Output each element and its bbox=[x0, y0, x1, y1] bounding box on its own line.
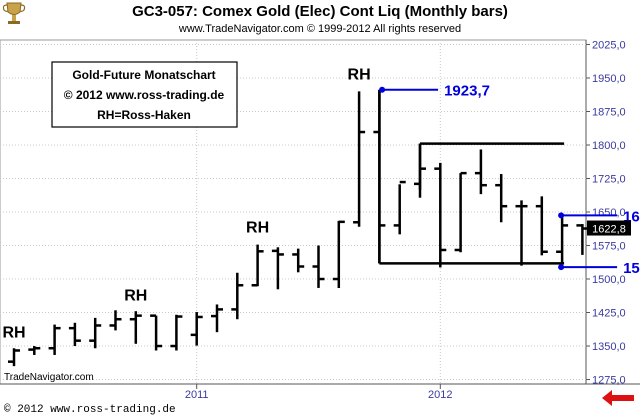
left-arrow-icon[interactable] bbox=[602, 390, 634, 406]
last-price-box: 1622,8 bbox=[587, 220, 631, 236]
y-tick-label: 1275,0 bbox=[592, 375, 626, 387]
y-tick-label: 1575,0 bbox=[592, 241, 626, 253]
rh-annotations: RH RH RH RH bbox=[2, 66, 370, 341]
y-tick-label: 1950,0 bbox=[592, 73, 626, 85]
y-tick-label: 1425,0 bbox=[592, 308, 626, 320]
chart-subtitle: www.TradeNavigator.com © 1999-2012 All r… bbox=[178, 23, 461, 35]
legend-line-2: © 2012 www.ross-trading.de bbox=[64, 88, 225, 102]
rh-label: RH bbox=[2, 325, 25, 342]
legend-line-1: Gold-Future Monatschart bbox=[72, 68, 215, 82]
footer-text: © 2012 www.ross-trading.de bbox=[4, 404, 176, 416]
y-tick-label: 1725,0 bbox=[592, 173, 626, 185]
y-tick-label: 1500,0 bbox=[592, 274, 626, 286]
legend-line-3: RH=Ross-Haken bbox=[97, 108, 191, 122]
channel-lines bbox=[378, 89, 565, 265]
price-bars bbox=[8, 90, 589, 367]
last-price-label: 1622,8 bbox=[592, 224, 626, 236]
y-tick-label: 1350,0 bbox=[592, 341, 626, 353]
rh-label: RH bbox=[246, 220, 269, 237]
y-axis: 1275,0 1350,0 1425,0 1500,0 1575,0 1650,0 1725… bbox=[586, 39, 626, 387]
trophy-icon bbox=[2, 2, 26, 24]
x-tick-label: 2011 bbox=[185, 389, 209, 401]
price-levels: 1923,71642,41526,7 bbox=[379, 83, 640, 277]
chart-title: GC3-057: Comex Gold (Elec) Cont Liq (Mon… bbox=[132, 3, 508, 20]
watermark-text: TradeNavigator.com bbox=[4, 372, 94, 383]
legend-box: Gold-Future Monatschart © 2012 www.ross-… bbox=[51, 61, 238, 128]
x-tick-label: 2012 bbox=[428, 389, 452, 401]
y-tick-label: 1875,0 bbox=[592, 106, 626, 118]
level-label: 1526,7 bbox=[623, 260, 640, 277]
y-tick-label: 2025,0 bbox=[592, 39, 626, 51]
y-tick-label: 1800,0 bbox=[592, 140, 626, 152]
y-tick-label: 1650,0 bbox=[592, 207, 626, 219]
rh-label: RH bbox=[124, 288, 147, 305]
x-axis: 2011 2012 bbox=[185, 384, 453, 401]
level-label: 1923,7 bbox=[444, 83, 490, 100]
rh-label: RH bbox=[348, 66, 371, 83]
